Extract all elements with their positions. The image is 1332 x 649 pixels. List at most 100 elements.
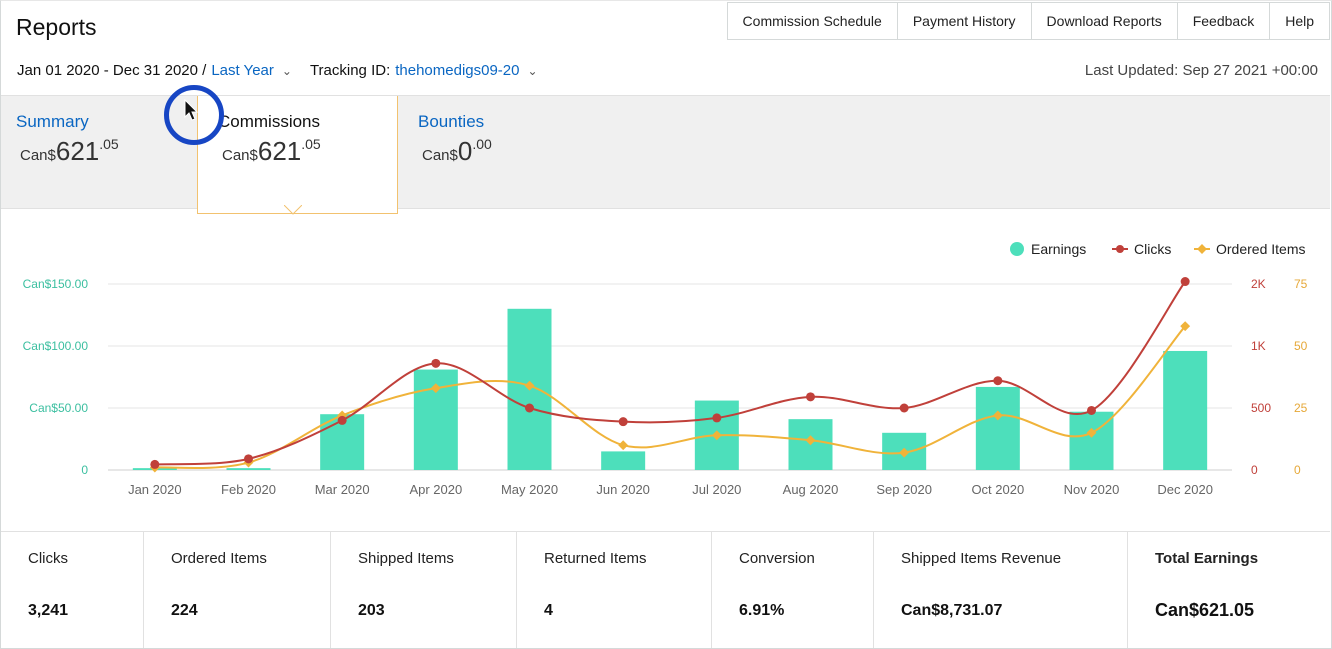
earnings-bar	[601, 451, 646, 470]
x-axis-tick: Dec 2020	[1157, 482, 1213, 497]
stat-value: Can$8,731.07	[901, 602, 1003, 619]
period-dropdown[interactable]: Last Year	[211, 62, 274, 79]
clicks-point	[244, 454, 253, 464]
clicks-point	[431, 358, 441, 368]
active-tab-highlight	[197, 96, 398, 214]
clicks-point	[899, 403, 909, 413]
ordered-items-point	[992, 410, 1003, 421]
legend-earnings-label: Earnings	[1031, 241, 1086, 257]
clicks-point	[712, 413, 722, 423]
summary-tabs: Summary Can$621.05 Commissions Can$621.0…	[1, 95, 1330, 214]
tracking-id-label: Tracking ID:	[309, 62, 391, 79]
stat-returned-items: Returned Items 4	[517, 532, 712, 648]
stat-total-earnings: Total Earnings Can$621.05	[1128, 532, 1330, 648]
amount-whole: 0	[457, 136, 473, 166]
y-axis-items-tick: 25	[1294, 401, 1308, 415]
y-axis-clicks-tick: 0	[1251, 463, 1258, 477]
commission-schedule-button[interactable]: Commission Schedule	[726, 2, 897, 40]
legend-clicks-label: Clicks	[1134, 241, 1171, 257]
clicks-point	[618, 417, 628, 427]
download-reports-button[interactable]: Download Reports	[1030, 2, 1177, 40]
amount-cents: .05	[99, 136, 119, 152]
commissions-amount: Can$621.05	[222, 136, 321, 167]
feedback-button[interactable]: Feedback	[1176, 2, 1270, 40]
y-axis-items-tick: 75	[1294, 277, 1308, 291]
y-axis-clicks-tick: 1K	[1251, 339, 1266, 353]
stat-value: 3,241	[28, 602, 69, 619]
tab-bounties[interactable]: Bounties Can$0.00	[418, 112, 492, 167]
page-title: Reports	[16, 14, 97, 40]
earnings-chart: 0 Can$50.00 Can$100.00 Can$150.00 0 500 1K 2K 0 2…	[23, 241, 1308, 497]
tab-summary[interactable]: Summary Can$621.05	[16, 112, 119, 167]
amount-cents: .00	[472, 136, 492, 152]
x-axis-tick: May 2020	[501, 482, 558, 497]
stats-bar: Clicks 3,241 Ordered Items 224 Shipped I…	[1, 531, 1330, 648]
stat-ordered-items: Ordered Items 224	[144, 532, 331, 648]
legend-items-label: Ordered Items	[1216, 241, 1305, 257]
mouse-pointer-icon	[184, 99, 198, 121]
ordered-items-line	[154, 325, 1186, 469]
summary-amount: Can$621.05	[20, 136, 119, 167]
stat-conversion: Conversion 6.91%	[712, 532, 874, 648]
filter-bar: Jan 01 2020 - Dec 31 2020 / Last Year ⌄ …	[17, 62, 538, 79]
ordered-items-point	[618, 440, 629, 451]
earnings-bar	[975, 386, 1020, 470]
y-axis-clicks-tick: 2K	[1251, 277, 1266, 291]
stat-label: Conversion	[739, 550, 815, 567]
currency-label: Can$	[422, 147, 458, 164]
y-axis-clicks-tick: 500	[1251, 401, 1271, 415]
y-axis-items-tick: 50	[1294, 339, 1308, 353]
x-axis-tick: Sep 2020	[876, 482, 932, 497]
clicks-point	[150, 459, 160, 469]
tracking-id-dropdown[interactable]: thehomedigs09-20	[395, 62, 520, 79]
ordered-items-point	[524, 380, 535, 391]
click-highlight-ring	[164, 85, 224, 145]
legend-items-marker	[1197, 244, 1207, 254]
currency-label: Can$	[222, 147, 258, 164]
clicks-point	[525, 403, 534, 413]
stat-clicks: Clicks 3,241	[1, 532, 144, 648]
tab-summary-label[interactable]: Summary	[16, 112, 89, 131]
last-updated-text: Last Updated: Sep 27 2021 +00:00	[1084, 62, 1318, 79]
x-axis-tick: Nov 2020	[1064, 482, 1120, 497]
stat-value: 203	[358, 602, 385, 619]
clicks-point	[1087, 405, 1096, 415]
x-axis-tick: Mar 2020	[315, 482, 370, 497]
clicks-point	[1180, 277, 1190, 287]
stat-value: 6.91%	[739, 602, 785, 619]
ordered-items-point	[805, 435, 816, 446]
bounties-amount: Can$0.00	[422, 136, 492, 167]
clicks-line	[154, 280, 1186, 466]
x-axis-tick: Jul 2020	[692, 482, 741, 497]
chevron-down-icon[interactable]: ⌄	[281, 63, 292, 78]
amount-whole: 621	[55, 136, 100, 166]
chevron-down-icon[interactable]: ⌄	[527, 63, 538, 78]
currency-label: Can$	[20, 147, 56, 164]
help-button[interactable]: Help	[1269, 2, 1330, 40]
stat-value: 4	[544, 602, 553, 619]
y-axis-left-tick: Can$50.00	[29, 401, 88, 415]
legend-earnings-marker	[1010, 242, 1024, 256]
legend-clicks-marker	[1116, 245, 1124, 253]
tab-bounties-label[interactable]: Bounties	[418, 112, 485, 131]
ordered-items-point	[899, 447, 910, 458]
stat-label: Returned Items	[544, 550, 647, 567]
tab-commissions[interactable]: Commissions Can$621.05	[218, 112, 321, 167]
ordered-items-point	[1180, 321, 1191, 332]
amount-cents: .05	[301, 136, 321, 152]
stat-label: Ordered Items	[171, 550, 267, 567]
y-axis-left-tick: Can$150.00	[23, 277, 89, 291]
tab-pointer-icon	[284, 205, 302, 215]
tab-commissions-label[interactable]: Commissions	[218, 112, 321, 131]
earnings-bar	[226, 468, 271, 470]
clicks-point	[993, 376, 1003, 386]
stat-label: Clicks	[28, 550, 68, 567]
y-axis-items-tick: 0	[1294, 463, 1301, 477]
ordered-items-point	[1086, 427, 1097, 438]
payment-history-button[interactable]: Payment History	[896, 2, 1031, 40]
x-axis-tick: Jan 2020	[128, 482, 182, 497]
clicks-point	[337, 415, 347, 425]
earnings-bar	[1163, 350, 1208, 470]
x-axis-tick: Oct 2020	[971, 482, 1024, 497]
stat-value: 224	[171, 602, 198, 619]
